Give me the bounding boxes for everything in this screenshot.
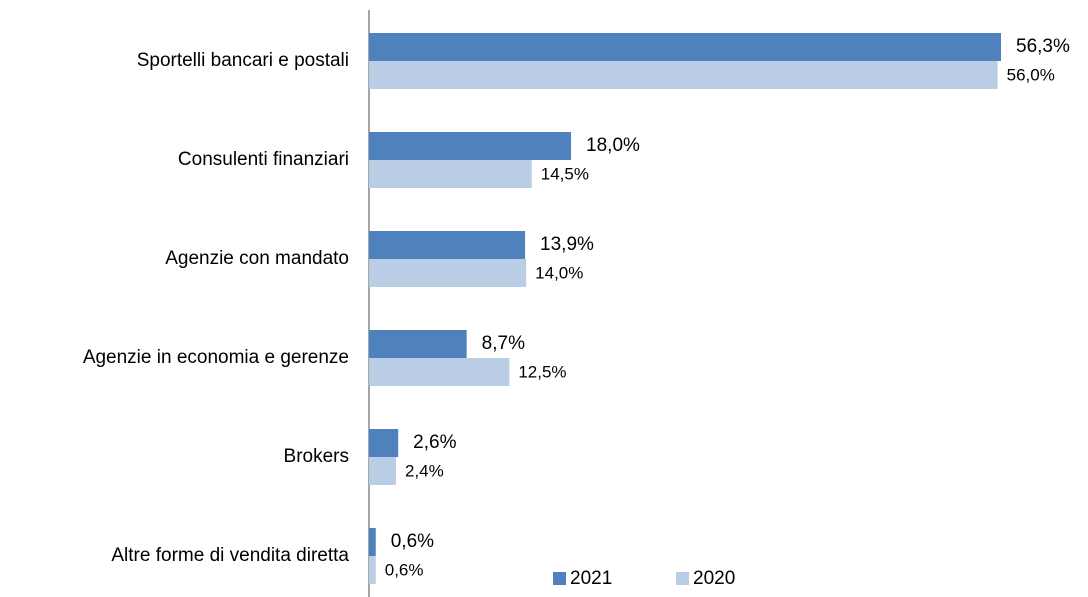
bar	[369, 132, 572, 160]
bar	[369, 358, 510, 386]
data-label: 14,0%	[535, 263, 583, 282]
bar	[369, 429, 399, 457]
category-label: Altre forme di vendita diretta	[111, 545, 349, 566]
category-label: Agenzie con mandato	[165, 248, 349, 269]
category-label: Agenzie in economia e gerenze	[83, 347, 349, 368]
category-label: Brokers	[284, 446, 349, 467]
bar	[369, 528, 376, 556]
bar	[369, 33, 1001, 61]
data-label: 0,6%	[385, 560, 424, 579]
bar	[369, 160, 532, 188]
bar	[369, 457, 396, 485]
bar	[369, 330, 467, 358]
data-label: 12,5%	[518, 362, 566, 381]
bar	[369, 556, 376, 584]
data-label: 56,3%	[1016, 36, 1070, 57]
legend-swatch	[553, 572, 566, 585]
bar	[369, 61, 998, 89]
bar	[369, 231, 526, 259]
data-label: 14,5%	[541, 164, 589, 183]
data-label: 8,7%	[482, 333, 525, 354]
data-label: 2,4%	[405, 461, 444, 480]
legend-label: 2021	[570, 568, 612, 589]
data-label: 56,0%	[1007, 65, 1055, 84]
data-label: 13,9%	[540, 234, 594, 255]
bar	[369, 259, 527, 287]
category-label: Sportelli bancari e postali	[137, 50, 349, 71]
category-label: Consulenti finanziari	[178, 149, 349, 170]
data-label: 18,0%	[586, 135, 640, 156]
legend-swatch	[676, 572, 689, 585]
data-label: 0,6%	[391, 531, 434, 552]
data-label: 2,6%	[413, 432, 456, 453]
legend-label: 2020	[693, 568, 735, 589]
